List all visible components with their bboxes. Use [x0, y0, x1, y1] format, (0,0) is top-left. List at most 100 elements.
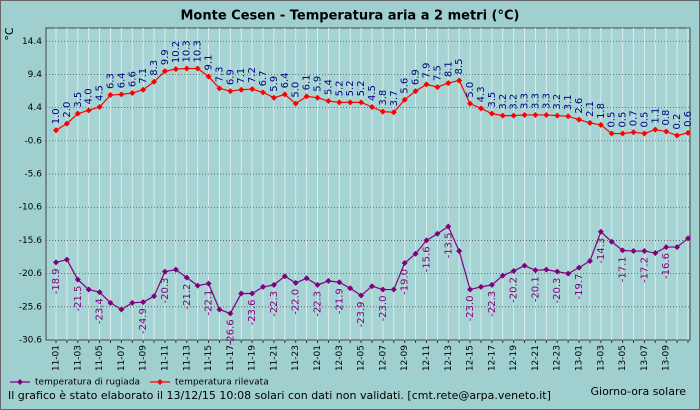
data-label: 3.5	[73, 92, 84, 108]
point	[586, 119, 593, 126]
data-label: 6.9	[225, 69, 236, 85]
data-label: 1.1	[650, 108, 661, 124]
point	[554, 112, 561, 119]
point	[521, 111, 528, 118]
x-tick-label: 12-21	[531, 345, 541, 371]
data-label: -14.3	[596, 238, 607, 264]
point	[477, 105, 484, 112]
data-label: -22.3	[487, 291, 498, 317]
point	[630, 248, 637, 255]
point	[74, 276, 81, 283]
data-label: 0.7	[629, 110, 640, 126]
point	[151, 293, 158, 300]
point	[227, 88, 234, 95]
data-label: 3.2	[552, 94, 563, 110]
y-tick-label: -20.6	[19, 269, 43, 279]
legend-label: temperatura di rugiada	[35, 378, 140, 388]
x-tick-label: 11-09	[139, 345, 149, 371]
data-label: 10.3	[193, 40, 204, 62]
point	[674, 132, 681, 139]
point	[674, 244, 681, 251]
point	[303, 275, 310, 282]
data-label: -26.6	[225, 319, 236, 345]
data-label: 7.1	[138, 68, 149, 84]
point	[619, 247, 626, 254]
y-tick-label: -15.6	[19, 236, 43, 246]
point	[303, 93, 310, 100]
x-tick-label: 11-11	[160, 345, 170, 371]
point	[358, 99, 365, 106]
x-tick-label: 12-11	[422, 345, 432, 371]
x-tick-label: 11-03	[73, 345, 83, 371]
point	[608, 238, 615, 245]
point	[532, 111, 539, 118]
point	[379, 108, 386, 115]
point	[63, 256, 70, 263]
point	[641, 130, 648, 137]
point	[390, 286, 397, 293]
point	[216, 85, 223, 92]
point	[347, 99, 354, 106]
data-label: 0.5	[618, 112, 629, 128]
point	[336, 279, 343, 286]
data-label: 6.4	[280, 72, 291, 88]
data-label: -17.2	[639, 257, 650, 283]
data-label: -15.6	[421, 246, 432, 272]
point	[194, 65, 201, 72]
point	[129, 90, 136, 97]
data-label: -20.1	[530, 276, 541, 302]
point	[118, 306, 125, 313]
point	[565, 270, 572, 277]
x-axis-title: Giorno-ora solare	[590, 385, 686, 398]
data-label: 8.1	[443, 61, 454, 77]
point	[260, 89, 267, 96]
data-label: 2.1	[585, 101, 596, 117]
point	[107, 92, 114, 99]
point	[576, 116, 583, 123]
point	[85, 107, 92, 114]
point	[238, 290, 245, 297]
data-label: -22.3	[313, 291, 324, 317]
data-label: -22.1	[204, 290, 215, 316]
legend-marker	[17, 379, 23, 385]
point	[107, 299, 114, 306]
point	[270, 94, 277, 101]
point	[325, 277, 332, 284]
point	[63, 120, 70, 127]
data-label: -17.1	[618, 256, 629, 282]
data-label: -19.0	[400, 269, 411, 295]
data-label: 7.1	[236, 68, 247, 84]
point	[641, 248, 648, 255]
point	[325, 98, 332, 105]
point	[510, 112, 517, 119]
point	[96, 103, 103, 110]
point	[347, 285, 354, 292]
point	[292, 279, 299, 286]
data-label: -16.6	[661, 253, 672, 279]
y-tick-label: -25.6	[19, 302, 43, 312]
point	[445, 80, 452, 87]
point	[74, 110, 81, 117]
data-label: -23.0	[465, 296, 476, 322]
chart-title: Monte Cesen - Temperatura aria a 2 metri…	[181, 9, 520, 24]
x-tick-label: 12-15	[466, 345, 476, 371]
data-label: 6.6	[127, 71, 138, 87]
data-label: 3.3	[530, 93, 541, 109]
data-label: 8.5	[454, 59, 465, 75]
point	[510, 267, 517, 274]
point	[249, 86, 256, 93]
x-tick-label: 12-13	[444, 345, 454, 371]
x-tick-label: 11-01	[52, 345, 62, 371]
point	[685, 235, 691, 242]
point	[118, 91, 125, 98]
x-tick-label: 11-15	[204, 345, 214, 371]
y-axis-title: °C	[3, 27, 16, 41]
point	[96, 289, 103, 296]
data-label: 10.2	[171, 41, 182, 63]
point	[205, 280, 212, 287]
point	[358, 292, 365, 299]
point	[532, 267, 539, 274]
point	[401, 259, 408, 266]
point	[140, 86, 147, 93]
